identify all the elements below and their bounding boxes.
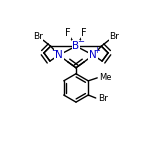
Text: N: N	[55, 50, 63, 60]
Text: Br: Br	[98, 93, 108, 102]
Text: F: F	[65, 28, 71, 38]
Text: F: F	[81, 28, 87, 38]
Text: Me: Me	[99, 73, 112, 82]
Text: +: +	[93, 46, 100, 55]
Text: −: −	[52, 46, 59, 55]
Text: −: −	[77, 38, 84, 47]
Text: Br: Br	[33, 32, 43, 41]
Text: B: B	[73, 41, 79, 51]
Text: N: N	[89, 50, 97, 60]
Text: Br: Br	[109, 32, 119, 41]
